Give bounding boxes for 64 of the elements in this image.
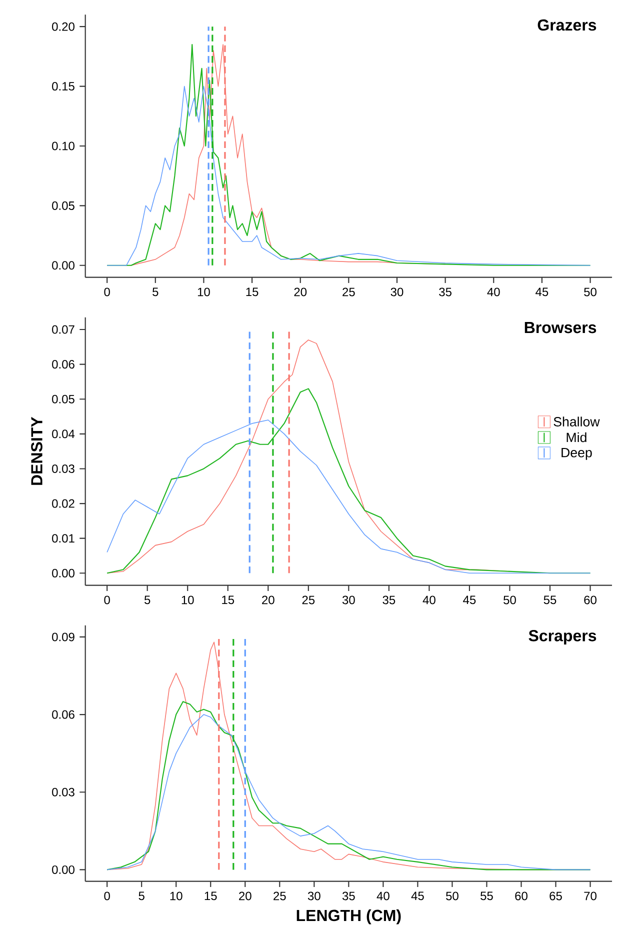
- y-tick-label: 0.00: [52, 568, 74, 578]
- y-tick-label: 0.05: [52, 394, 74, 404]
- y-tick-label: 0.20: [52, 22, 74, 31]
- x-tick-label: 65: [550, 892, 562, 900]
- y-tick-label: 0.00: [52, 261, 74, 270]
- y-tick-label: 0.01: [52, 534, 74, 543]
- x-tick-label: 40: [422, 596, 436, 604]
- y-tick-label: 0.06: [52, 360, 74, 369]
- x-tick-label: 35: [439, 288, 452, 296]
- x-tick-label: 15: [246, 288, 258, 296]
- y-tick-label: 0.04: [52, 430, 75, 438]
- y-tick-label: 0.00: [52, 865, 74, 874]
- x-tick-label: 55: [480, 892, 493, 900]
- x-tick-label: 0: [104, 288, 110, 296]
- x-tick-label: 5: [144, 596, 150, 604]
- y-tick-label: 0.09: [52, 632, 74, 642]
- x-tick-label: 0: [104, 892, 110, 900]
- x-tick-label: 60: [515, 892, 528, 900]
- y-tick-label: 0.06: [52, 710, 74, 719]
- x-tick-label: 45: [536, 288, 548, 296]
- legend-label: Shallow: [554, 416, 600, 426]
- x-tick-label: 45: [463, 596, 476, 604]
- x-tick-label: 25: [302, 596, 315, 604]
- x-tick-label: 20: [239, 892, 252, 900]
- x-axis-title: LENGTH (CM): [296, 909, 401, 924]
- x-tick-label: 35: [382, 596, 396, 604]
- x-tick-label: 25: [342, 288, 355, 296]
- x-tick-label: 40: [487, 288, 500, 296]
- chart-title: Browsers: [524, 322, 596, 334]
- y-tick-label: 0.03: [52, 788, 74, 796]
- x-tick-label: 70: [584, 892, 596, 900]
- legend-label: Mid: [566, 432, 586, 442]
- y-tick-label: 0.05: [52, 201, 74, 210]
- x-tick-label: 10: [170, 892, 182, 900]
- x-tick-label: 25: [274, 892, 286, 900]
- x-tick-label: 50: [504, 596, 516, 604]
- x-tick-label: 50: [446, 892, 458, 900]
- x-tick-label: 15: [204, 892, 217, 900]
- legend-label: Deep: [562, 448, 592, 460]
- y-tick-label: 0.03: [52, 464, 74, 473]
- x-tick-label: 10: [182, 596, 194, 604]
- x-tick-label: 20: [294, 288, 307, 296]
- y-tick-label: 0.07: [52, 325, 74, 334]
- y-tick-label: 0.15: [52, 82, 74, 91]
- x-tick-label: 5: [152, 288, 158, 296]
- x-tick-label: 50: [584, 288, 596, 296]
- x-tick-label: 0: [104, 596, 110, 604]
- y-axis-title: DENSITY: [31, 416, 42, 485]
- y-tick-label: 0.10: [52, 142, 74, 150]
- x-tick-label: 60: [584, 596, 596, 604]
- y-tick-label: 0.02: [52, 499, 74, 508]
- x-tick-label: 30: [390, 288, 404, 296]
- x-tick-label: 15: [222, 596, 234, 604]
- x-tick-label: 30: [308, 892, 320, 900]
- chart-title: Scrapers: [528, 630, 596, 645]
- x-tick-label: 35: [342, 892, 355, 900]
- x-tick-label: 5: [138, 892, 144, 900]
- chart-title: Grazers: [538, 19, 596, 31]
- x-tick-label: 55: [544, 596, 556, 604]
- x-tick-label: 20: [262, 596, 274, 604]
- x-tick-label: 30: [342, 596, 355, 604]
- x-tick-label: 45: [411, 892, 424, 900]
- x-tick-label: 40: [376, 892, 390, 900]
- x-tick-label: 10: [198, 288, 210, 296]
